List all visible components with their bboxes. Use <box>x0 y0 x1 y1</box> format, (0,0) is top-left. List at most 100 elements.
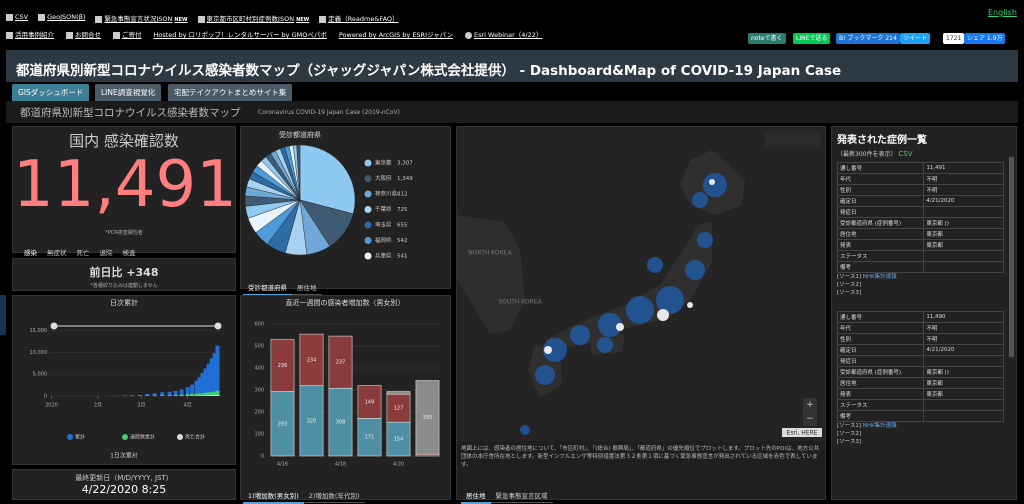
weekly-panel: 1)増加数(男女別)2)増加数(年代別) <box>240 295 451 500</box>
case-cell: 受診都道府県 (症例番号) <box>838 367 924 378</box>
case-cell: 東京都 <box>924 378 1004 389</box>
case-row: 受診都道府県 (症例番号)東京都 () <box>838 218 1004 229</box>
case-cell: 東京都 <box>924 389 1004 400</box>
english-link[interactable]: English <box>988 8 1017 17</box>
link[interactable]: Esri Webinar（4/22） <box>465 29 542 39</box>
source-label: [ソース1] <box>837 423 861 429</box>
case-row: 年代不明 <box>838 323 1004 334</box>
tab[interactable]: 受診都道府県 <box>243 280 292 296</box>
case-row: ステータス <box>838 400 1004 411</box>
source-label: [ソース2] <box>837 430 1004 438</box>
dashboard-header: 都道府県別新型コロナウイルス感染者数マップ Coronavirus COVID-… <box>6 101 1018 123</box>
share-button[interactable]: noteで書く <box>748 33 786 44</box>
case-row: 発表東京都 <box>838 389 1004 400</box>
tab[interactable]: 1)増加数(男女別) <box>243 488 304 504</box>
source-link[interactable]: NHK集計速報 <box>863 423 897 429</box>
tab[interactable]: 緊急事態宣言区域 <box>491 488 553 503</box>
case-cell <box>924 262 1004 273</box>
case-cell: 11,490 <box>924 312 1004 323</box>
scrollbar[interactable] <box>1009 157 1014 357</box>
case-row: 備考 <box>838 411 1004 422</box>
weekly-tabs: 1)増加数(男女別)2)増加数(年代別) <box>243 483 365 504</box>
title-bar: 都道府県別新型コロナウイルス感染者数マップ（ジャッグジャパン株式会社提供） - … <box>6 50 1018 82</box>
link[interactable]: 活用事例紹介 <box>6 29 54 39</box>
link[interactable]: お問合せ <box>66 29 101 39</box>
case-sources: [ソース1] NHK集計速報[ソース2][ソース3] <box>837 273 1004 297</box>
case-row: 居住地東京都 <box>838 378 1004 389</box>
tab[interactable]: 居住地 <box>292 280 322 295</box>
case-cell: 性別 <box>838 334 924 345</box>
updated-value: 4/22/2020 8:25 <box>13 483 235 496</box>
total-note: *PCR検査陽性者 <box>13 229 235 236</box>
nav-tab[interactable]: 宅配テイクアウトまとめサイト集 <box>168 84 292 101</box>
case-cell: 東京都 <box>924 240 1004 251</box>
share-button[interactable]: LINEで送る <box>793 33 830 44</box>
case-row: 年代不明 <box>838 174 1004 185</box>
case-cell: 不明 <box>924 323 1004 334</box>
map-panel: 地図上には、感染者の居住地について、「市区町村」、「(総合) 振興局」、「都道府… <box>456 126 826 500</box>
new-badge: NEW <box>174 17 187 23</box>
case-cell <box>924 251 1004 262</box>
source-label: [ソース2] <box>837 281 1004 289</box>
share-button[interactable]: シェア 1.9万 <box>964 33 1005 44</box>
case-cell: ステータス <box>838 400 924 411</box>
link[interactable]: CSV <box>6 13 28 23</box>
link[interactable]: Powered by ArcGIS by ESRIジャパン <box>339 29 453 39</box>
case-row: ステータス <box>838 251 1004 262</box>
case-cell: 通し番号 <box>838 312 924 323</box>
case-cell <box>924 400 1004 411</box>
case-cell: 年代 <box>838 323 924 334</box>
case-cell: 東京都 () <box>924 367 1004 378</box>
link[interactable]: GeoJSON(β) <box>38 13 85 23</box>
cases-subtitle: （最新300件を表示） CSV <box>837 149 1016 158</box>
nav-tab[interactable]: GISダッシュボード <box>12 84 89 101</box>
case-cell <box>924 356 1004 367</box>
case-cell: 性別 <box>838 185 924 196</box>
case-row: 発症日 <box>838 207 1004 218</box>
source-link[interactable]: NHK集計速報 <box>863 274 897 280</box>
case-cell: 備考 <box>838 262 924 273</box>
map-description: 地図上には、感染者の居住地について、「市区町村」、「(総合) 振興局」、「都道府… <box>461 445 821 469</box>
case-row: 性別不明 <box>838 334 1004 345</box>
source-label: [ソース3] <box>837 438 1004 446</box>
share-button[interactable]: B! ブックマーク 214 <box>836 33 900 44</box>
case-cell: 通し番号 <box>838 163 924 174</box>
total-value: 11,491 <box>13 151 235 219</box>
header-subtitle: Coronavirus COVID-19 Japan Case (2019-nC… <box>258 109 400 116</box>
link[interactable]: Hosted by ロリポップ！レンタルサーバー by GMOペパボ <box>154 29 327 39</box>
share-button[interactable]: ツイート <box>900 33 930 44</box>
case-cell: 不明 <box>924 185 1004 196</box>
case-cell: 確定日 <box>838 345 924 356</box>
case-cell: ステータス <box>838 251 924 262</box>
link[interactable]: ご寄付 <box>113 29 142 39</box>
tab[interactable]: 2)増加数(年代別) <box>304 488 365 503</box>
case-cell: 不明 <box>924 174 1004 185</box>
case-row: 発表東京都 <box>838 240 1004 251</box>
source-label: [ソース1] <box>837 274 861 280</box>
share-count: 1721 <box>943 33 964 44</box>
csv-link[interactable]: CSV <box>898 150 912 158</box>
cumulative-panel <box>12 295 236 465</box>
case-cell <box>924 207 1004 218</box>
link-row: 活用事例紹介 お問合せ ご寄付 Hosted by ロリポップ！レンタルサーバー… <box>6 29 542 39</box>
cases-title: 発表された症例一覧 <box>837 131 1016 146</box>
diff-note: *各種絞り込みは連動しません <box>13 282 235 289</box>
nav-tab[interactable]: LINE調査視覚化 <box>95 84 161 101</box>
side-handle[interactable] <box>0 295 6 335</box>
case-cell: 11,491 <box>924 163 1004 174</box>
tab[interactable]: 居住地 <box>461 488 491 504</box>
map-tabs: 居住地緊急事態宣言区域 <box>461 483 553 504</box>
case-cell: 年代 <box>838 174 924 185</box>
link[interactable]: 定義（Readme&FAQ） <box>319 13 398 23</box>
header-title: 都道府県別新型コロナウイルス感染者数マップ <box>20 105 241 120</box>
